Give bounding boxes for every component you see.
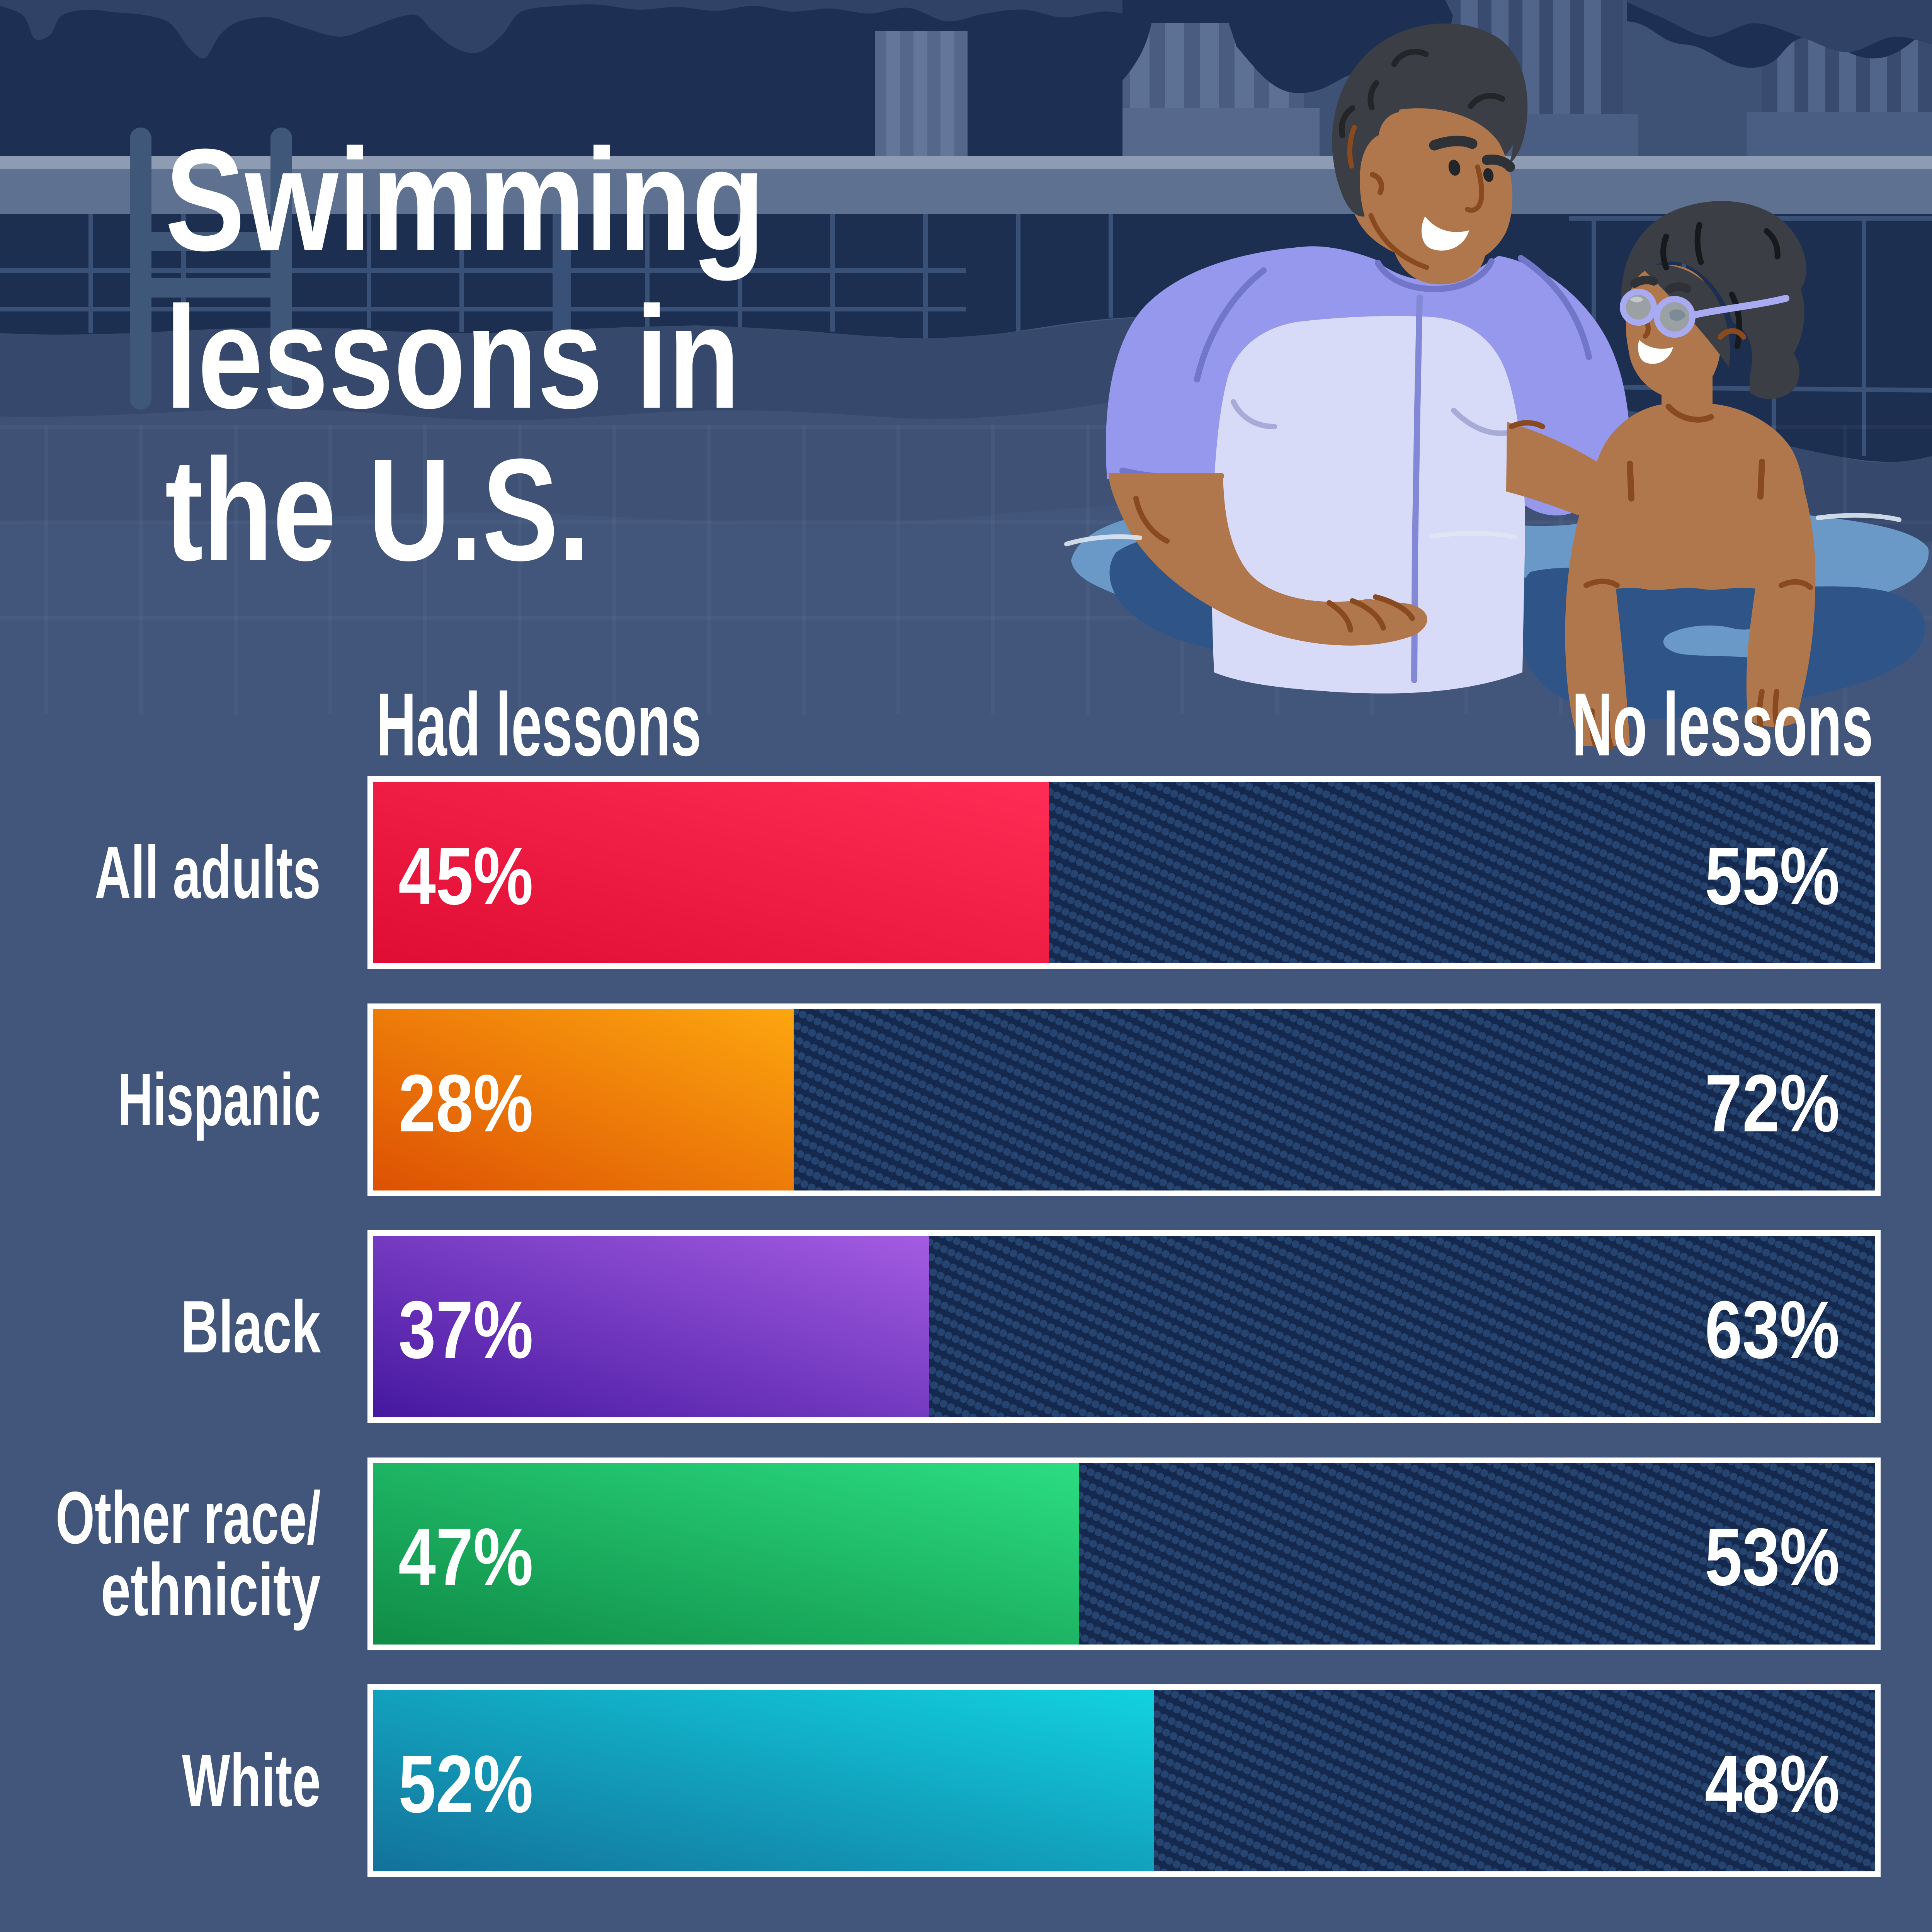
svg-text:the U.S.: the U.S. [165,429,590,591]
svg-text:63%: 63% [1705,1284,1840,1375]
svg-text:Black: Black [181,1285,321,1368]
svg-text:Swimming: Swimming [165,119,765,282]
svg-text:72%: 72% [1705,1058,1840,1149]
svg-text:55%: 55% [1705,830,1840,922]
svg-text:47%: 47% [398,1511,533,1602]
svg-text:48%: 48% [1705,1738,1840,1830]
svg-text:52%: 52% [398,1738,533,1830]
svg-text:Had lessons: Had lessons [376,675,701,775]
svg-text:lessons in: lessons in [165,276,740,439]
svg-text:No lessons: No lessons [1572,675,1873,775]
svg-text:Hispanic: Hispanic [118,1058,321,1141]
svg-text:White: White [182,1739,321,1822]
svg-text:Other race/: Other race/ [56,1476,321,1559]
svg-text:45%: 45% [398,830,533,922]
svg-text:ethnicity: ethnicity [101,1548,321,1631]
svg-text:37%: 37% [398,1284,533,1375]
svg-text:28%: 28% [398,1058,533,1149]
svg-text:53%: 53% [1705,1511,1840,1602]
svg-text:All adults: All adults [95,831,321,914]
